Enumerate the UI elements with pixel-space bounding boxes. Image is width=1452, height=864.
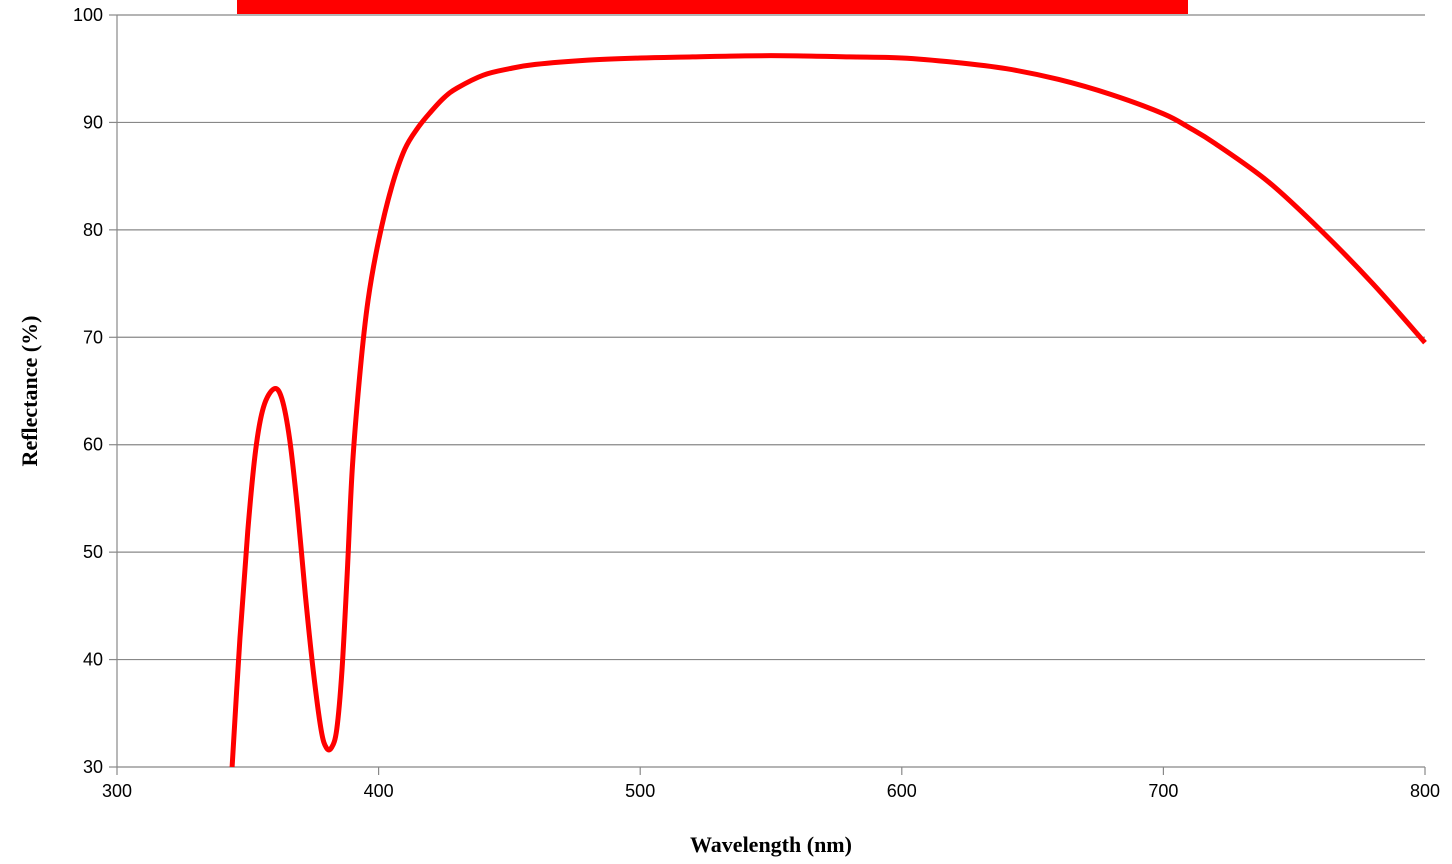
- y-tick-label: 90: [83, 112, 103, 132]
- axes: [109, 14, 1426, 775]
- x-tick-label: 800: [1410, 781, 1440, 801]
- x-tick-label: 700: [1148, 781, 1178, 801]
- y-tick-label: 40: [83, 650, 103, 670]
- y-tick-label: 100: [73, 5, 103, 25]
- y-tick-label: 50: [83, 542, 103, 562]
- legend-bar: [237, 0, 1188, 14]
- y-axis-title: Reflectance (%): [17, 316, 42, 467]
- series-layer: [229, 53, 1427, 768]
- x-tick-label: 300: [102, 781, 132, 801]
- y-tick-label: 70: [83, 327, 103, 347]
- gridlines: [117, 14, 1425, 661]
- y-tick-label: 30: [83, 757, 103, 777]
- tick-labels: 30 40 50 60 70 80 90 100 300 400 500 600 700 800: [73, 5, 1440, 801]
- series-line: [229, 53, 1427, 768]
- x-axis-title: Wavelength (nm): [690, 832, 852, 857]
- x-tick-label: 500: [625, 781, 655, 801]
- x-tick-label: 600: [887, 781, 917, 801]
- x-tick-label: 400: [364, 781, 394, 801]
- y-tick-label: 80: [83, 220, 103, 240]
- y-tick-label: 60: [83, 435, 103, 455]
